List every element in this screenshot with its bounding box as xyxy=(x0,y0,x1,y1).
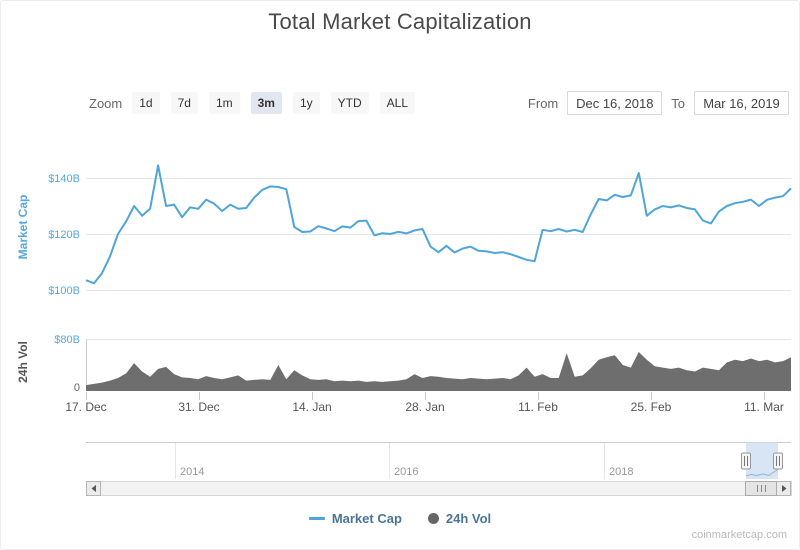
volume-area xyxy=(86,352,791,391)
x-tick-label: 28. Jan xyxy=(405,400,444,414)
x-tick-label: 25. Feb xyxy=(631,400,672,414)
arrow-right-icon xyxy=(782,485,787,492)
circle-symbol-icon xyxy=(427,513,439,524)
zoom-button-ytd[interactable]: YTD xyxy=(330,92,369,114)
y-tick-label: $80B xyxy=(54,334,80,346)
x-tick-label: 14. Jan xyxy=(292,400,331,414)
x-tick-label: 11. Feb xyxy=(518,400,558,414)
toolbar: Zoom 1d 7d 1m 3m 1y YTD ALL From To xyxy=(89,91,789,115)
zoom-button-7d[interactable]: 7d xyxy=(170,92,198,114)
date-range: From To xyxy=(519,91,789,115)
to-date-input[interactable] xyxy=(694,91,789,115)
y-tick-label: 0 xyxy=(74,382,80,394)
market-cap-line xyxy=(85,164,792,285)
navigator-year-label: 2014 xyxy=(180,466,204,478)
legend-label: Market Cap xyxy=(331,511,402,526)
y-tick-label: $120B xyxy=(48,229,80,241)
zoom-button-1d[interactable]: 1d xyxy=(132,92,160,114)
zoom-label: Zoom xyxy=(89,95,123,111)
from-label: From xyxy=(527,95,559,111)
y-tick-label: $100B xyxy=(48,285,80,297)
zoom-button-3m[interactable]: 3m xyxy=(250,92,282,114)
plot-area[interactable] xyxy=(86,149,791,391)
zoom-button-1m[interactable]: 1m xyxy=(208,92,240,114)
market-cap-axis-title: Market Cap xyxy=(16,194,30,260)
arrow-left-icon xyxy=(91,485,96,492)
legend-item-market-cap[interactable]: Market Cap xyxy=(308,511,402,526)
attribution-text: coinmarketcap.com xyxy=(691,529,787,541)
navigator-year-label: 2016 xyxy=(394,466,418,478)
navigator-handle-right[interactable] xyxy=(773,452,783,470)
legend: Market Cap 24h Vol xyxy=(1,511,799,526)
x-tick-label: 11. Mar xyxy=(744,400,784,414)
chart-title: Total Market Capitalization xyxy=(268,9,532,34)
zoom-button-all[interactable]: ALL xyxy=(379,92,416,114)
legend-item-24h-vol[interactable]: 24h Vol xyxy=(427,511,492,526)
x-tick-label: 17. Dec xyxy=(65,400,106,414)
volume-axis-title: 24h Vol xyxy=(16,341,30,383)
legend-label: 24h Vol xyxy=(445,511,492,526)
x-tick-label: 31. Dec xyxy=(178,400,219,414)
from-date-input[interactable] xyxy=(567,91,663,115)
navigator-handle-left[interactable] xyxy=(741,452,751,470)
to-label: To xyxy=(671,95,685,111)
scrollbar-track[interactable] xyxy=(86,481,792,496)
line-symbol-icon xyxy=(308,517,325,520)
navigator-year-label: 2018 xyxy=(609,466,633,478)
y-tick-label: $140B xyxy=(48,173,80,185)
navigator-preview-line xyxy=(745,469,779,477)
zoom-button-1y[interactable]: 1y xyxy=(292,92,320,114)
